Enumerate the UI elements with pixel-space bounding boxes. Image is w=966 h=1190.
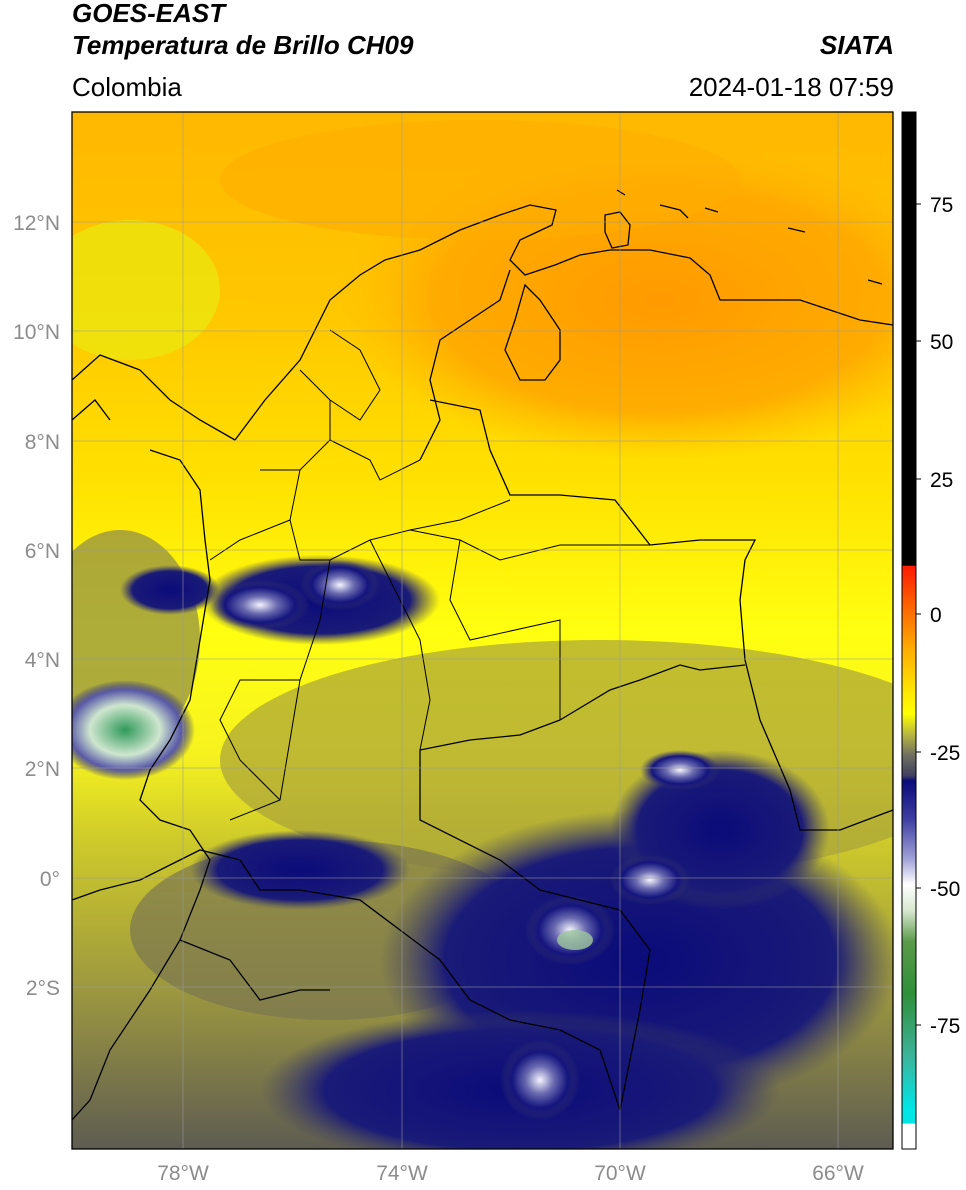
colorbar-tick: -50 [930, 878, 960, 901]
border-venezuela [419, 269, 893, 831]
colorbar: 75 50 25 0 -25 -50 -75 [901, 111, 960, 1150]
lat-label: 2°S [26, 977, 60, 1000]
latitude-labels: 12°N 10°N 8°N 6°N 4°N 2°N 0° 2°S [13, 212, 60, 1000]
longitude-labels: 78°W 74°W 70°W 66°W [157, 1162, 864, 1185]
colorbar-tick: 25 [930, 469, 953, 492]
coastline-pacific [72, 354, 236, 1121]
lat-label: 2°N [25, 758, 60, 781]
gridlines [72, 112, 893, 1149]
border-brazil [419, 664, 746, 1111]
product-title: Temperatura de Brillo CH09 [72, 30, 414, 60]
timestamp-label: 2024-01-18 07:59 [688, 72, 894, 102]
source-label: SIATA [819, 30, 894, 60]
lat-label: 6°N [25, 540, 60, 563]
border-peru-ecuador [72, 849, 621, 1111]
lat-label: 0° [40, 868, 60, 891]
boundaries [72, 189, 893, 1121]
lat-label: 4°N [25, 649, 60, 672]
colorbar-tick: 0 [930, 604, 942, 627]
colorbar-tick: 75 [930, 194, 953, 217]
lon-label: 74°W [376, 1162, 428, 1185]
lon-label: 70°W [594, 1162, 646, 1185]
map-frame [71, 111, 894, 1150]
coastline-caribbean [234, 204, 893, 441]
satellite-title: GOES-EAST [72, 0, 226, 28]
lon-label: 78°W [157, 1162, 209, 1185]
coastline-maracaibo [504, 283, 561, 381]
lat-label: 8°N [25, 431, 60, 454]
lon-label: 66°W [812, 1162, 864, 1185]
colorbar-tick: 50 [930, 331, 953, 354]
very-cold-cloud-top [72, 680, 195, 780]
colorbar-ramp [901, 111, 917, 1150]
brightness-temperature-field [72, 112, 893, 1149]
colorbar-tick: -25 [930, 742, 960, 765]
lat-label: 12°N [13, 212, 60, 235]
region-label: Colombia [72, 72, 182, 102]
islands [604, 189, 883, 285]
lat-label: 10°N [13, 321, 60, 344]
colorbar-tick: -75 [930, 1015, 960, 1038]
